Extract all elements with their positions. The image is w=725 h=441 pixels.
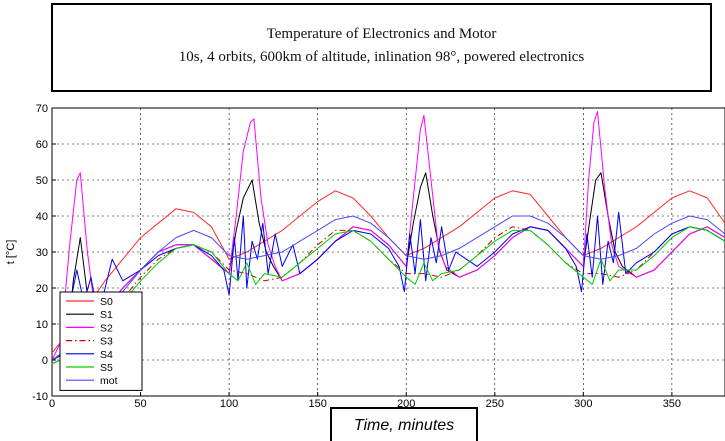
x-tick-label: 0 [49,398,55,410]
x-tick-label: 100 [220,398,238,410]
x-tick-label: 150 [308,398,326,410]
grid-lines [52,108,725,396]
y-tick-label: 20 [36,283,48,295]
x-tick-label: 250 [486,398,504,410]
legend-label-mot: mot [100,375,118,387]
series-line-mot [51,215,725,361]
y-tick-label: 0 [42,355,48,367]
x-axis-label-box: Time, minutes [330,407,478,441]
legend-label-s5: S5 [100,362,113,374]
chart-title-box: Temperature of Electronics and Motor 10s… [51,3,712,92]
legend-box [59,291,143,391]
legend-label-s3: S3 [100,336,113,348]
chart-subtitle: 10s, 4 orbits, 600km of altitude, inlina… [178,49,585,65]
chart-title: Temperature of Electronics and Motor [266,26,497,42]
legend-label-s4: S4 [100,349,113,361]
series-layer [51,111,725,365]
y-tick-label: 50 [36,175,48,187]
y-tick-label: 60 [36,139,48,151]
series-line-s4 [51,211,725,361]
y-tick-label: 70 [36,103,48,115]
x-axis-label: Time, minutes [353,417,455,434]
legend-label-s0: S0 [100,296,113,308]
x-tick-label: 350 [663,398,681,410]
series-line-s5 [51,226,725,365]
y-tick-label: 10 [36,319,48,331]
y-tick-label: 40 [36,211,48,223]
y-axis-label: t [°C] [5,240,17,265]
x-tick-label: 50 [134,398,146,410]
x-tick-label: 300 [574,398,592,410]
legend-label-s2: S2 [100,322,113,334]
legend-label-s1: S1 [100,309,113,321]
y-tick-label: -10 [32,391,48,403]
y-tick-label: 30 [36,247,48,259]
